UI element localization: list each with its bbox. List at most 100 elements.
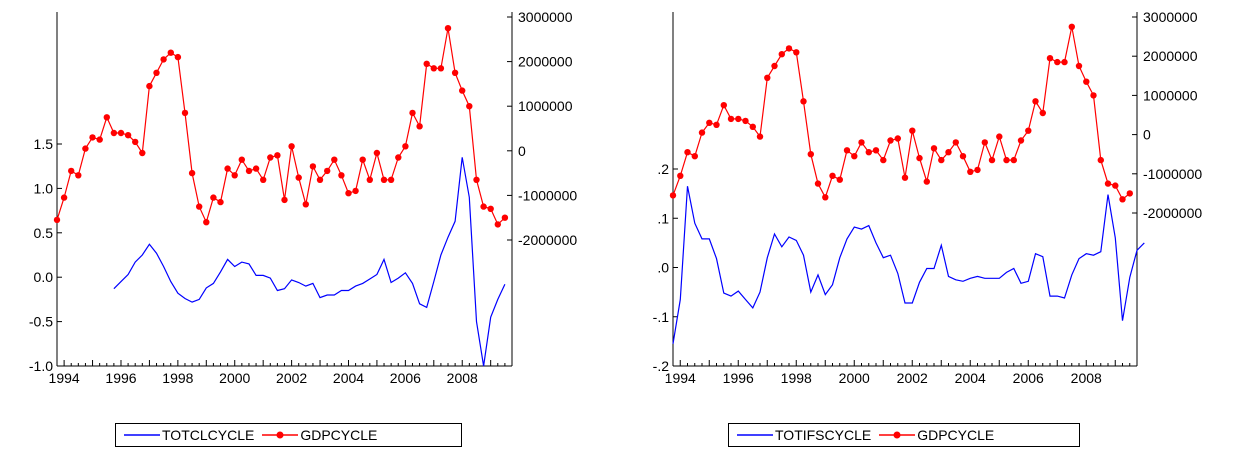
data-point-gdpcycle [814, 180, 822, 187]
data-point-gdpcycle [843, 147, 851, 154]
data-point-gdpcycle [210, 194, 217, 201]
data-point-gdpcycle [267, 154, 274, 161]
data-point-gdpcycle [1126, 190, 1133, 197]
data-point-gdpcycle [1119, 196, 1126, 203]
x-tick-label: 2004 [955, 370, 986, 386]
data-point-gdpcycle [858, 139, 865, 146]
right-tick-label: -2000000 [1143, 205, 1202, 221]
legend-item-totifscycle: TOTIFSCYCLE [735, 427, 871, 443]
left-tick-label: -.1 [653, 309, 670, 325]
data-point-gdpcycle [352, 187, 359, 195]
left-tick-label: 0.0 [34, 269, 54, 285]
data-point-gdpcycle [872, 147, 880, 154]
data-point-gdpcycle [117, 129, 125, 137]
data-point-gdpcycle [764, 74, 771, 82]
x-tick-label: 1994 [49, 370, 80, 386]
data-point-gdpcycle [437, 65, 445, 72]
chart-legend-2: TOTIFSCYCLE GDPCYCLE [728, 423, 1080, 447]
data-point-gdpcycle [274, 152, 281, 159]
data-point-gdpcycle [53, 216, 61, 224]
data-point-gdpcycle [930, 145, 938, 152]
series-line-totifscycle [672, 186, 1145, 344]
chart-legend-1: TOTCLCYCLE GDPCYCLE [115, 423, 462, 447]
data-point-gdpcycle [938, 156, 945, 164]
x-tick-label: 2006 [390, 370, 421, 386]
data-point-gdpcycle [706, 119, 713, 127]
right-tick-label: 1000000 [1143, 87, 1198, 103]
data-point-gdpcycle [395, 154, 402, 161]
data-point-gdpcycle [181, 109, 189, 117]
data-point-gdpcycle [894, 135, 901, 142]
data-point-gdpcycle [1075, 62, 1083, 70]
series-line-totclcycle [113, 157, 506, 367]
x-tick-label: 1998 [162, 370, 193, 386]
data-point-gdpcycle [309, 163, 317, 170]
data-point-gdpcycle [851, 153, 858, 160]
x-tick-label: 2008 [447, 370, 478, 386]
data-point-gdpcycle [909, 127, 916, 134]
data-point-gdpcycle [224, 165, 231, 172]
legend-label-gdpcycle: GDPCYCLE [300, 427, 378, 443]
data-point-gdpcycle [669, 192, 677, 199]
data-point-gdpcycle [345, 190, 352, 197]
data-point-gdpcycle [691, 153, 698, 160]
data-point-gdpcycle [430, 65, 437, 72]
series-line-gdpcycle [56, 28, 506, 226]
left-tick-label: 1.5 [34, 136, 54, 152]
data-point-gdpcycle [409, 109, 416, 117]
data-point-gdpcycle [366, 176, 373, 183]
data-point-gdpcycle [1054, 58, 1061, 66]
data-point-gdpcycle [238, 156, 245, 163]
left-tick-label: 1.0 [34, 180, 54, 196]
data-point-gdpcycle [139, 149, 146, 157]
left-tick-label: .2 [657, 161, 669, 177]
data-point-gdpcycle [684, 149, 691, 156]
x-tick-label: 2000 [839, 370, 870, 386]
data-point-gdpcycle [89, 134, 96, 141]
data-point-gdpcycle [836, 176, 843, 183]
left-tick-label: .0 [657, 260, 669, 276]
data-point-gdpcycle [756, 133, 764, 140]
data-point-gdpcycle [153, 69, 160, 77]
data-point-gdpcycle [742, 117, 749, 125]
data-point-gdpcycle [1090, 92, 1097, 99]
data-point-gdpcycle [338, 172, 345, 179]
x-tick-label: 1996 [105, 370, 136, 386]
right-tick-label: 0 [1143, 127, 1151, 143]
left-tick-label: .1 [657, 210, 669, 226]
data-point-gdpcycle [281, 196, 288, 204]
data-point-gdpcycle [444, 25, 452, 32]
data-point-gdpcycle [735, 115, 742, 123]
x-tick-label: 2002 [897, 370, 928, 386]
data-point-gdpcycle [887, 137, 894, 144]
data-point-gdpcycle [793, 49, 800, 56]
data-point-gdpcycle [174, 53, 182, 61]
x-tick-label: 1998 [781, 370, 812, 386]
data-point-gdpcycle [1068, 23, 1075, 30]
legend-item-totclcycle: TOTCLCYCLE [122, 427, 254, 443]
data-point-gdpcycle [245, 167, 253, 175]
data-point-gdpcycle [423, 60, 430, 67]
data-point-gdpcycle [68, 167, 75, 175]
data-point-gdpcycle [480, 203, 487, 210]
data-point-gdpcycle [288, 143, 295, 150]
data-point-gdpcycle [1017, 137, 1025, 144]
data-point-gdpcycle [96, 136, 103, 143]
right-tick-label: 3000000 [1143, 9, 1198, 25]
right-tick-label: 2000000 [1143, 48, 1198, 64]
data-point-gdpcycle [217, 198, 224, 206]
data-point-gdpcycle [996, 133, 1003, 140]
legend-label-totclcycle: TOTCLCYCLE [162, 427, 255, 443]
data-point-gdpcycle [822, 194, 829, 201]
left-tick-label: -.2 [653, 358, 670, 374]
data-point-gdpcycle [1112, 182, 1119, 189]
right-tick-label: 1000000 [518, 98, 573, 114]
chart-totifs-gdp: 1994 1996 1998 2000 2002 2004 2006 2008 .2 .1 .0 -.… [653, 9, 1203, 386]
data-point-gdpcycle [720, 102, 727, 109]
legend-item-gdpcycle: GDPCYCLE [260, 427, 377, 443]
right-tick-label: -1000000 [1143, 166, 1202, 182]
data-point-gdpcycle [359, 156, 366, 163]
data-point-gdpcycle [1025, 127, 1032, 134]
data-point-gdpcycle [749, 123, 756, 130]
data-point-gdpcycle [487, 205, 494, 212]
